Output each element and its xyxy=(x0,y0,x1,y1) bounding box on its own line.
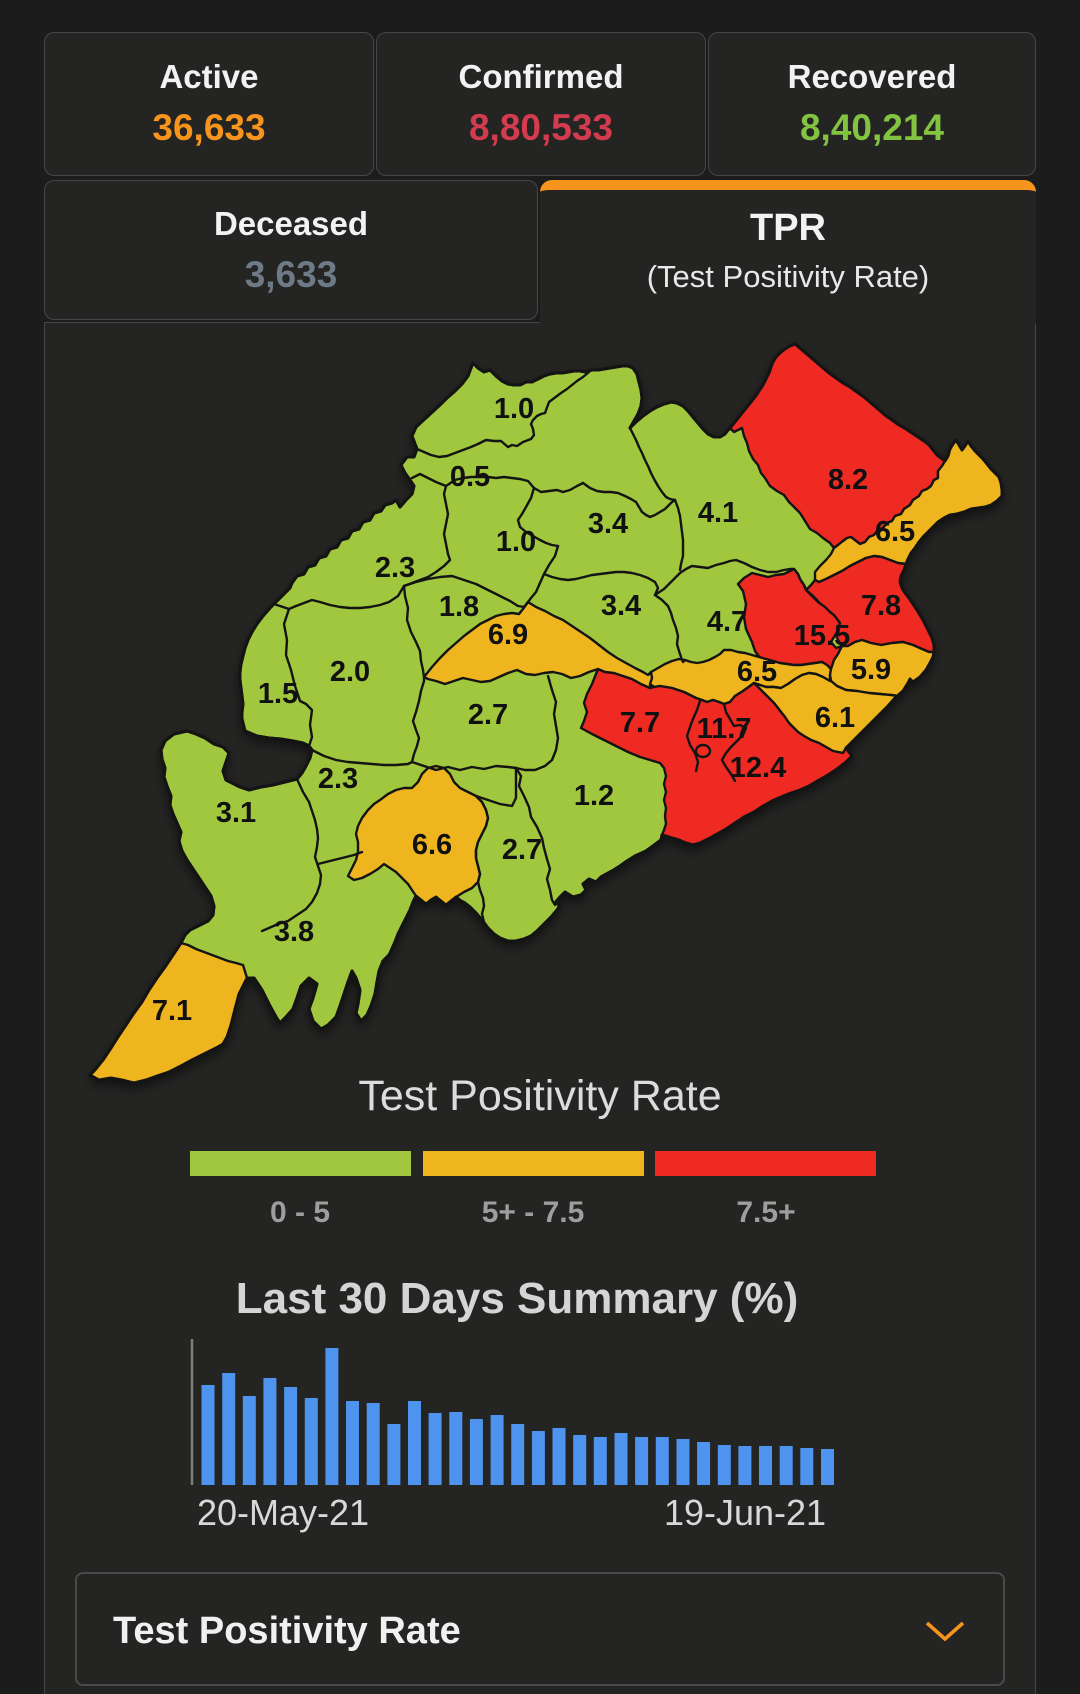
svg-text:5.9: 5.9 xyxy=(851,654,891,686)
svg-text:11.7: 11.7 xyxy=(697,713,752,745)
svg-text:5+ - 7.5: 5+ - 7.5 xyxy=(482,1196,585,1229)
svg-text:7.8: 7.8 xyxy=(861,590,901,622)
svg-text:2.0: 2.0 xyxy=(330,656,370,688)
svg-text:3.4: 3.4 xyxy=(588,508,628,540)
svg-text:15.5: 15.5 xyxy=(794,620,850,652)
svg-text:6.5: 6.5 xyxy=(737,656,777,688)
svg-text:7.1: 7.1 xyxy=(152,995,192,1027)
svg-text:19-Jun-21: 19-Jun-21 xyxy=(664,1492,826,1533)
svg-text:0 - 5: 0 - 5 xyxy=(270,1196,330,1229)
svg-text:1.8: 1.8 xyxy=(439,591,479,623)
svg-text:1.0: 1.0 xyxy=(496,526,536,558)
svg-text:7.7: 7.7 xyxy=(620,707,660,739)
svg-text:8.2: 8.2 xyxy=(828,464,868,496)
svg-text:2.7: 2.7 xyxy=(502,834,542,866)
svg-text:0.5: 0.5 xyxy=(450,461,490,493)
svg-text:2.7: 2.7 xyxy=(468,699,508,731)
svg-text:12.4: 12.4 xyxy=(730,752,786,784)
svg-text:4.7: 4.7 xyxy=(707,606,747,638)
svg-text:3.1: 3.1 xyxy=(216,797,256,829)
svg-text:3.8: 3.8 xyxy=(274,916,314,948)
svg-text:1.0: 1.0 xyxy=(494,393,534,425)
svg-text:6.9: 6.9 xyxy=(488,619,528,651)
svg-text:1.5: 1.5 xyxy=(258,678,298,710)
svg-text:6.6: 6.6 xyxy=(412,829,452,861)
svg-text:6.1: 6.1 xyxy=(815,702,855,734)
svg-text:Last 30 Days Summary (%): Last 30 Days Summary (%) xyxy=(236,1274,798,1323)
svg-text:1.2: 1.2 xyxy=(574,780,614,812)
svg-text:6.5: 6.5 xyxy=(875,516,915,548)
svg-text:4.1: 4.1 xyxy=(698,497,738,529)
svg-text:2.3: 2.3 xyxy=(318,763,358,795)
svg-text:3.4: 3.4 xyxy=(601,590,641,622)
svg-text:Test Positivity Rate: Test Positivity Rate xyxy=(358,1072,721,1120)
svg-text:2.3: 2.3 xyxy=(375,552,415,584)
svg-text:7.5+: 7.5+ xyxy=(736,1196,795,1229)
svg-text:20-May-21: 20-May-21 xyxy=(197,1492,369,1533)
